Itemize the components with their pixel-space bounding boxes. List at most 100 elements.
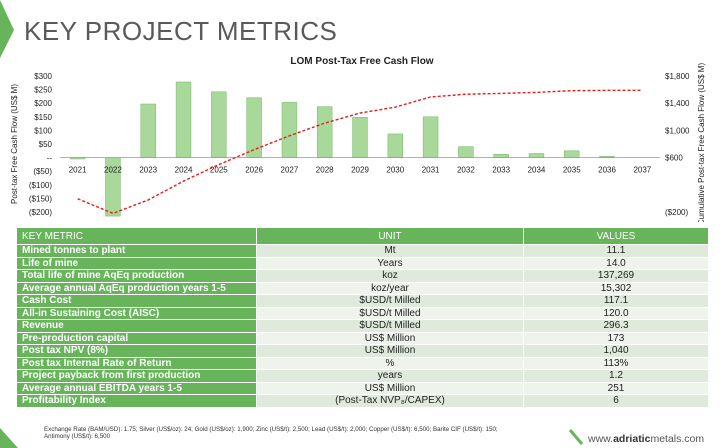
metric-name: Post tax Internal Rate of Return	[16, 356, 257, 370]
metric-name: All-in Sustaining Cost (AISC)	[16, 306, 257, 320]
table-row: Average annual EBITDA years 1-5 US$ Milli…	[16, 381, 709, 395]
x-tick-label: 2032	[457, 166, 475, 175]
website-link[interactable]: www.adriaticmetals.com	[588, 433, 704, 445]
x-tick-label: 2022	[104, 166, 122, 175]
fcf-bar	[316, 106, 333, 158]
x-tick-label: 2023	[139, 166, 157, 175]
metric-name: Cash Cost	[16, 294, 257, 308]
fcf-bar	[422, 116, 439, 158]
metric-name: Average annual EBITDA years 1-5	[16, 381, 257, 395]
metric-value: 251	[523, 381, 709, 395]
fcf-bar	[281, 102, 298, 158]
assumptions-footnote: Exchange Rate (BAM/USD): 1.75; Silver (U…	[44, 426, 498, 440]
fcf-bar	[246, 97, 262, 158]
table-row: Mined tonnes to plant Mt 11.1	[16, 244, 709, 258]
y-tick-label: ($150)	[29, 194, 52, 203]
metric-value: 173	[523, 331, 709, 345]
metric-value: 120.0	[523, 306, 709, 320]
x-tick-label: 2035	[563, 166, 581, 175]
table-row: Profitability Index (Post-Tax NVP₈/CAPEX)…	[16, 394, 709, 408]
table-row: Post tax NPV (8%) US$ Million 1,040	[16, 344, 709, 358]
metric-value: 137,269	[523, 269, 709, 283]
metric-value: 14.0	[523, 256, 709, 270]
table-row: Pre-production capital US$ Million 173	[16, 331, 709, 345]
metric-unit: $USD/t Milled	[256, 294, 524, 308]
table-row: Project payback from first production yea…	[16, 369, 709, 383]
metric-name: Project payback from first production	[16, 369, 257, 383]
y-tick-label: $100	[34, 126, 52, 135]
table-row: Cash Cost $USD/t Milled 117.1	[16, 294, 709, 308]
metric-name: Profitability Index	[16, 394, 257, 408]
metric-value: 1,040	[523, 344, 709, 358]
fcf-bar	[493, 154, 509, 158]
x-tick-label: 2034	[528, 166, 546, 175]
metric-value: 15,302	[523, 281, 709, 295]
y-tick-label: $200	[34, 99, 52, 108]
metric-value: 6	[523, 394, 709, 408]
metric-name: Mined tonnes to plant	[16, 244, 257, 258]
metric-value: 11.1	[523, 244, 709, 258]
chart-area: LOM Post-Tax Free Cash Flow $300 $250 $200 $…	[0, 46, 725, 225]
metric-unit: (Post-Tax NVP₈/CAPEX)	[256, 394, 524, 408]
x-tick-label: 2028	[316, 166, 334, 175]
cumulative-fcf-line	[77, 89, 643, 215]
metric-name: Revenue	[16, 319, 257, 333]
y2-axis-label: Cumulative Post-tax Free Cash Flow (US$ …	[697, 63, 706, 222]
table-row: Post tax Internal Rate of Return% 113%	[16, 356, 709, 370]
fcf-bar	[387, 133, 404, 158]
header-key-metric: KEY METRIC	[16, 227, 257, 245]
metric-name: Average annual AqEq production years 1-5	[16, 281, 257, 295]
metrics-table: KEY METRIC UNIT VALUES Mined tonnes to p…	[16, 227, 709, 408]
chart-title: LOM Post-Tax Free Cash Flow	[290, 56, 433, 67]
fcf-bar	[211, 91, 227, 158]
x-tick-label: 2033	[492, 166, 510, 175]
metric-name: Pre-production capital	[16, 331, 257, 345]
fcf-bar	[458, 146, 474, 158]
fcf-bar	[352, 117, 368, 158]
x-tick-label: 2029	[351, 166, 369, 175]
metric-unit: Years	[256, 256, 524, 270]
y2-tick-label: $1,400	[665, 99, 690, 108]
y2-tick-label: $600	[665, 154, 683, 163]
x-tick-label: 2030	[386, 166, 404, 175]
website-brand: adriatic	[613, 433, 651, 445]
x-tick-label: 2024	[175, 166, 193, 175]
logo-slash-icon	[568, 429, 584, 445]
x-tick-label: 2031	[422, 166, 440, 175]
metric-value: 117.1	[523, 294, 709, 308]
metric-unit: US$ Million	[256, 331, 524, 345]
fcf-chart: LOM Post-Tax Free Cash Flow $300 $250 $200 $…	[10, 56, 706, 225]
metric-value: 296.3	[523, 319, 709, 333]
metric-name: Life of mine	[16, 256, 257, 270]
y2-tick-label: $1,800	[665, 72, 690, 81]
metric-unit: $USD/t Milled	[256, 306, 524, 320]
metric-unit: Mt	[256, 244, 524, 258]
x-tick-label: 2025	[210, 166, 228, 175]
y-tick-label: ($50)	[33, 167, 52, 176]
fcf-bar	[528, 153, 545, 158]
metric-unit: years	[256, 369, 524, 383]
y-tick-label: --	[47, 154, 53, 163]
fcf-bar	[140, 103, 156, 158]
y-tick-label: ($200)	[29, 208, 52, 217]
metric-unit: %	[256, 356, 524, 370]
y-tick-label: ($100)	[29, 181, 52, 190]
corner-accent	[0, 0, 14, 58]
fcf-bar	[564, 150, 580, 158]
table-row: Revenue $USD/t Milled 296.3	[16, 319, 709, 333]
fcf-bar	[175, 81, 192, 158]
table-row: All-in Sustaining Cost (AISC) $USD/t Mill…	[16, 306, 709, 320]
metric-unit: US$ Million	[256, 344, 524, 358]
page-title: KEY PROJECT METRICS	[24, 16, 338, 46]
metric-value: 1.2	[523, 369, 709, 383]
y-tick-label: $250	[34, 86, 52, 95]
table-row: Total life of mine AqEq production koz 137…	[16, 269, 709, 283]
x-tick-label: 2036	[598, 166, 616, 175]
metric-value: 113%	[523, 356, 709, 370]
table-row: Life of mine Years 14.0	[16, 256, 709, 270]
y2-tick-label: $1,000	[665, 126, 690, 135]
metric-unit: US$ Million	[256, 381, 524, 395]
metric-unit: $USD/t Milled	[256, 319, 524, 333]
website-prefix: www.	[588, 433, 614, 445]
y-tick-label: $150	[34, 113, 52, 122]
